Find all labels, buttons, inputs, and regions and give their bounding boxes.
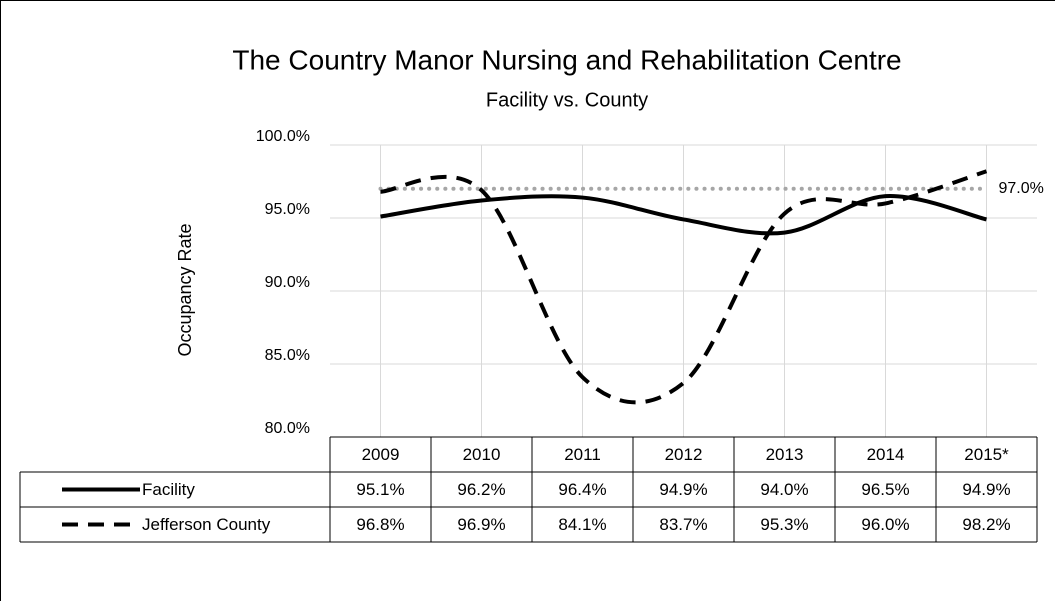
table-value: 96.4% bbox=[558, 480, 606, 499]
table-value: 94.0% bbox=[760, 480, 808, 499]
legend-label: Facility bbox=[142, 480, 195, 499]
table-value: 94.9% bbox=[659, 480, 707, 499]
y-tick-label: 90.0% bbox=[265, 274, 310, 291]
table-value: 98.2% bbox=[962, 515, 1010, 534]
table-value: 96.0% bbox=[861, 515, 909, 534]
chart-subtitle: Facility vs. County bbox=[486, 89, 648, 111]
x-tick-label: 2009 bbox=[362, 445, 400, 464]
x-tick-label: 2013 bbox=[766, 445, 804, 464]
table-value: 96.2% bbox=[457, 480, 505, 499]
x-tick-label: 2015* bbox=[964, 445, 1009, 464]
line-series bbox=[380, 169, 988, 405]
legend-label: Jefferson County bbox=[142, 515, 271, 534]
table-value: 83.7% bbox=[659, 515, 707, 534]
x-tick-label: 2010 bbox=[463, 445, 501, 464]
table-value: 96.5% bbox=[861, 480, 909, 499]
y-axis-label: Occupancy Rate bbox=[175, 223, 195, 356]
table-value: 95.1% bbox=[356, 480, 404, 499]
table-value: 96.8% bbox=[356, 515, 404, 534]
y-tick-label: 80.0% bbox=[265, 420, 310, 437]
line-series bbox=[380, 194, 987, 236]
x-tick-label: 2012 bbox=[665, 445, 703, 464]
y-tick-label: 85.0% bbox=[265, 347, 310, 364]
table-value: 94.9% bbox=[962, 480, 1010, 499]
table-value: 95.3% bbox=[760, 515, 808, 534]
y-tick-label: 95.0% bbox=[265, 201, 310, 218]
table-value: 96.9% bbox=[457, 515, 505, 534]
x-tick-label: 2011 bbox=[564, 445, 601, 464]
table-value: 84.1% bbox=[558, 515, 606, 534]
chart-title: The Country Manor Nursing and Rehabilita… bbox=[232, 44, 901, 75]
reference-label: 97.0% bbox=[999, 180, 1044, 197]
y-tick-label: 100.0% bbox=[256, 128, 310, 145]
x-tick-label: 2014 bbox=[867, 445, 905, 464]
